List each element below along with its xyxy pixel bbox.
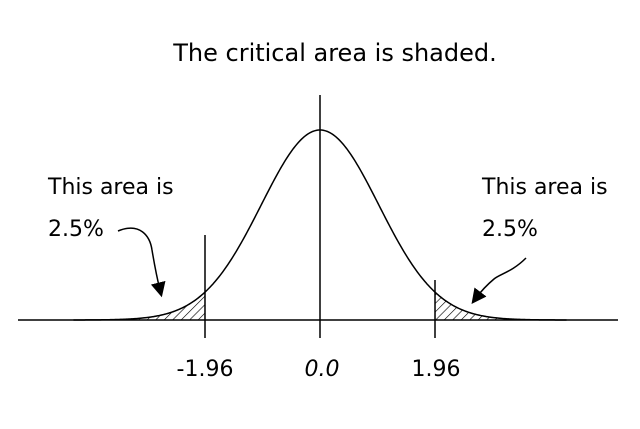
- left-annotation-line1: This area is: [47, 175, 174, 200]
- figure-title: The critical area is shaded.: [172, 39, 497, 67]
- right-annotation-line1: This area is: [481, 175, 608, 200]
- left-annotation-arrow: [117, 227, 166, 298]
- left-annotation-line2: 2.5%: [48, 217, 104, 242]
- tick-label-center: 0.0: [305, 357, 340, 382]
- tick-label-left: -1.96: [177, 357, 234, 382]
- right-annotation-line2: 2.5%: [482, 217, 538, 242]
- tick-label-right: 1.96: [412, 357, 461, 382]
- right-annotation-arrow: [471, 257, 527, 304]
